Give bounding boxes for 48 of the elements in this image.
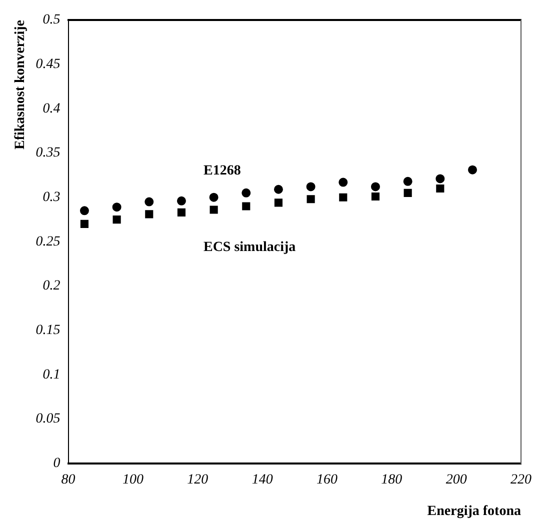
x-tick-label: 80 [61, 472, 76, 488]
y-tick-label: 0.45 [36, 57, 60, 72]
point [274, 198, 283, 207]
point [306, 195, 315, 204]
point [403, 176, 412, 186]
y-tick-label: 0 [53, 456, 60, 472]
point [242, 188, 251, 198]
point [80, 206, 89, 216]
point [176, 196, 186, 206]
point [274, 184, 283, 194]
point [436, 184, 444, 193]
point [306, 182, 316, 192]
x-tick-label: 200 [446, 472, 467, 488]
point [242, 202, 250, 210]
x-tick-label: 220 [510, 472, 532, 488]
point [370, 182, 380, 192]
x-tick-label: 160 [316, 472, 338, 488]
x-tick-label: 100 [122, 472, 144, 488]
y-tick-label: 0.2 [42, 278, 60, 294]
point [145, 210, 154, 218]
point [209, 192, 218, 202]
x-axis-title: Energija fotona [427, 504, 521, 520]
y-tick-label: 0.15 [36, 323, 60, 338]
series-label: E1268 [203, 164, 241, 179]
y-tick-label: 0.25 [36, 234, 60, 250]
point [339, 193, 348, 202]
point [144, 197, 154, 206]
y-tick-label: 0.3 [42, 190, 60, 206]
y-tick-label: 0.05 [36, 412, 60, 427]
point [371, 192, 380, 201]
y-tick-label: 0.1 [42, 367, 60, 382]
point [436, 174, 445, 184]
x-tick-label: 180 [381, 472, 402, 488]
point [468, 165, 477, 174]
y-tick-label: 0.4 [42, 101, 60, 116]
point [177, 208, 186, 216]
series-label: ECS simulacija [203, 240, 296, 256]
point [80, 220, 89, 228]
point [338, 178, 348, 187]
point [404, 188, 412, 197]
y-tick-label: 0.5 [42, 12, 60, 28]
point [112, 202, 122, 212]
point [112, 215, 121, 224]
point [210, 206, 218, 214]
y-tick-label: 0.35 [36, 146, 60, 161]
y-axis-title: Efikasnost konverzije [13, 20, 28, 150]
x-tick-label: 120 [187, 472, 208, 488]
x-tick-label: 140 [252, 472, 273, 488]
